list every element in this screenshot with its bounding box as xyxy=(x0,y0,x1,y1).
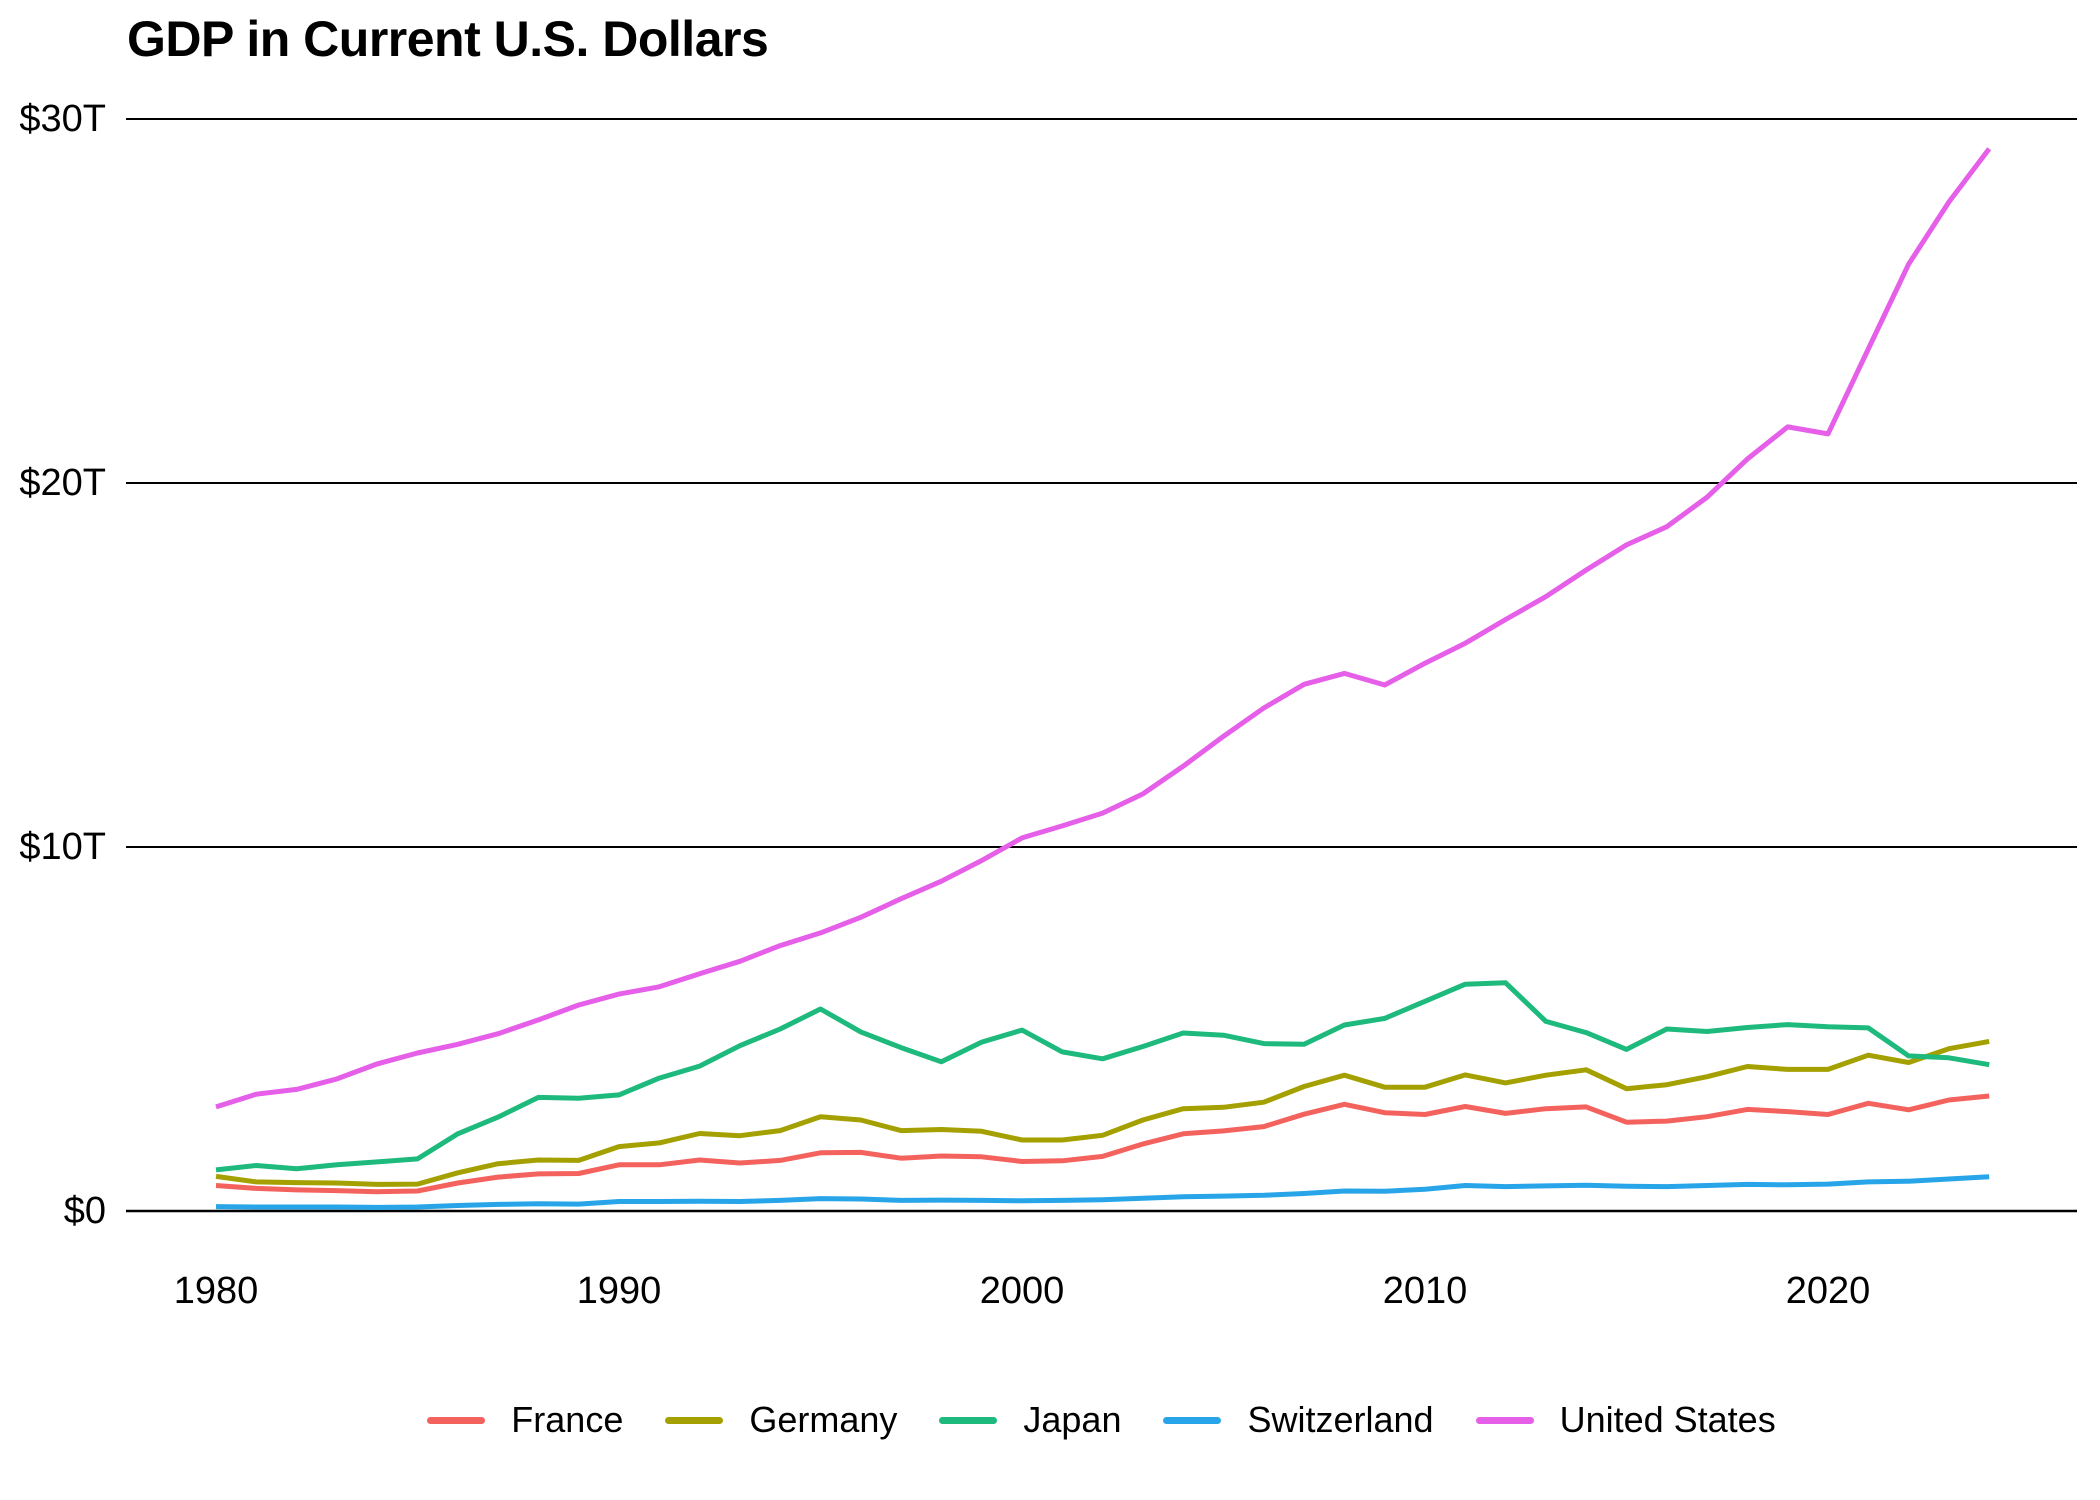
y-tick-label-10: $10T xyxy=(19,826,106,868)
x-tick-label-2020: 2020 xyxy=(1785,1270,1871,1312)
legend-swatch-icon xyxy=(665,1416,724,1424)
x-tick-label-2010: 2010 xyxy=(1382,1270,1468,1312)
legend: France Germany Japan Switzerland United Stat… xyxy=(126,1395,2077,1445)
legend-item-united-states: United States xyxy=(1475,1399,1776,1440)
legend-label: France xyxy=(511,1399,624,1440)
legend-label: Switzerland xyxy=(1247,1399,1434,1440)
legend-item-france: France xyxy=(427,1402,623,1438)
legend-item-switzerland: Switzerland xyxy=(1163,1399,1434,1440)
legend-item-germany: Germany xyxy=(665,1402,897,1438)
legend-label: United States xyxy=(1559,1399,1776,1440)
legend-swatch-icon xyxy=(1475,1416,1534,1424)
line-series-switzerland xyxy=(215,1174,1990,1210)
legend-swatch-icon xyxy=(1163,1416,1222,1424)
legend-swatch-icon xyxy=(427,1416,486,1424)
y-tick-label-0: $0 xyxy=(63,1190,106,1232)
legend-item-japan: Japan xyxy=(939,1402,1121,1438)
chart-title: GDP in Current U.S. Dollars xyxy=(127,11,769,67)
x-tick-label-1990: 1990 xyxy=(576,1270,662,1312)
legend-label: Germany xyxy=(749,1399,898,1440)
line-series-united-states xyxy=(215,147,1992,1110)
legend-swatch-icon xyxy=(939,1416,998,1424)
line-series-france xyxy=(215,1093,1990,1195)
line-series-germany xyxy=(215,1038,1990,1187)
legend-label: Japan xyxy=(1023,1399,1122,1440)
y-tick-label-20: $20T xyxy=(19,462,106,504)
line-series-japan xyxy=(215,980,1990,1173)
y-tick-label-30: $30T xyxy=(19,98,106,140)
x-tick-label-2000: 2000 xyxy=(979,1270,1065,1312)
x-tick-label-1980: 1980 xyxy=(173,1270,259,1312)
